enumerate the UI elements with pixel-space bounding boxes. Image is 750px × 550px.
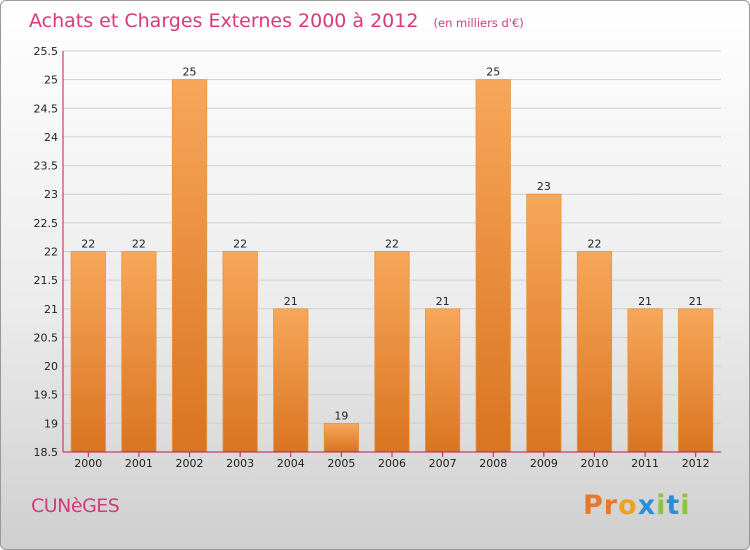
y-tick-label: 24 — [44, 131, 58, 144]
bar — [374, 251, 410, 453]
bar — [273, 308, 309, 453]
chart-title-unit: (en milliers d'€) — [434, 16, 524, 30]
x-tick-label: 2004 — [277, 457, 305, 470]
bar — [526, 193, 562, 453]
bar-value-label: 21 — [284, 295, 298, 308]
x-tick-label: 2009 — [530, 457, 558, 470]
logo-letter: o — [618, 490, 638, 521]
bar — [576, 251, 613, 453]
logo-letter: P — [583, 490, 604, 521]
x-tick-label: 2003 — [226, 457, 254, 470]
y-tick-label: 22 — [44, 246, 58, 259]
x-tick-label: 2010 — [580, 457, 608, 470]
y-tick-label: 19 — [44, 417, 58, 430]
y-tick-label: 22.5 — [34, 217, 59, 230]
bar-value-label: 25 — [183, 66, 197, 79]
bar-value-label: 22 — [233, 238, 247, 251]
x-tick-label: 2008 — [479, 457, 507, 470]
logo-letter: r — [603, 490, 619, 521]
y-tick-label: 20 — [44, 360, 58, 373]
value-labels: 22 22 25 22 21 19 22 21 25 23 22 21 21 — [81, 66, 702, 423]
bar-value-label: 22 — [81, 238, 95, 251]
bar-value-label: 23 — [537, 180, 551, 193]
bar — [222, 251, 258, 453]
chart-title-main: Achats et Charges Externes 2000 à 2012 — [29, 10, 418, 32]
bar-value-label: 21 — [638, 295, 652, 308]
y-tick-label: 23.5 — [34, 160, 59, 173]
bar — [627, 308, 663, 453]
y-tick-label: 21.5 — [34, 274, 59, 287]
bar-value-label: 21 — [436, 295, 450, 308]
y-tick-label: 20.5 — [34, 331, 59, 344]
bar — [171, 79, 208, 453]
bar-value-label: 19 — [334, 409, 348, 422]
x-tick-label: 2007 — [429, 457, 457, 470]
chart-title: Achats et Charges Externes 2000 à 2012 (… — [29, 10, 524, 32]
y-tick-label: 18.5 — [34, 446, 59, 459]
x-tick-label: 2011 — [631, 457, 659, 470]
x-tick-label: 2006 — [378, 457, 406, 470]
bar-value-label: 22 — [587, 238, 601, 251]
bar — [323, 422, 359, 453]
x-tick-label: 2012 — [682, 457, 710, 470]
axes — [62, 51, 721, 453]
logo-letter: x — [637, 490, 657, 521]
bar-value-label: 22 — [132, 238, 146, 251]
bar-value-label: 21 — [689, 295, 703, 308]
y-axis-ticks: 18.5 19 19.5 20 20.5 21 21.5 22 22.5 23 23.5 24 24.5… — [34, 45, 59, 459]
y-tick-label: 25 — [44, 74, 58, 87]
y-tick-label: 25.5 — [34, 45, 59, 58]
y-tick-label: 23 — [44, 188, 58, 201]
x-tick-label: 2002 — [176, 457, 204, 470]
bar — [425, 308, 461, 453]
x-tick-label: 2005 — [327, 457, 355, 470]
city-name: CUNèGES — [31, 495, 120, 517]
x-axis-ticks: 2000 2001 2002 2003 2004 2005 2006 2007 2008 2009… — [74, 452, 710, 470]
x-tick-label: 2001 — [125, 457, 153, 470]
bar — [678, 308, 714, 453]
bar-value-label: 22 — [385, 238, 399, 251]
bar — [475, 79, 511, 453]
bar — [70, 251, 106, 453]
proxiti-logo: Proxiti — [583, 490, 691, 521]
logo-letter: i — [656, 490, 667, 521]
bar-value-label: 25 — [486, 66, 500, 79]
y-tick-label: 21 — [44, 303, 58, 316]
bars — [70, 79, 714, 453]
bar — [121, 251, 157, 453]
logo-letter: i — [680, 490, 691, 521]
y-tick-label: 24.5 — [34, 102, 59, 115]
x-tick-label: 2000 — [74, 457, 102, 470]
y-tick-label: 19.5 — [34, 389, 59, 402]
logo-letter: t — [666, 490, 681, 521]
